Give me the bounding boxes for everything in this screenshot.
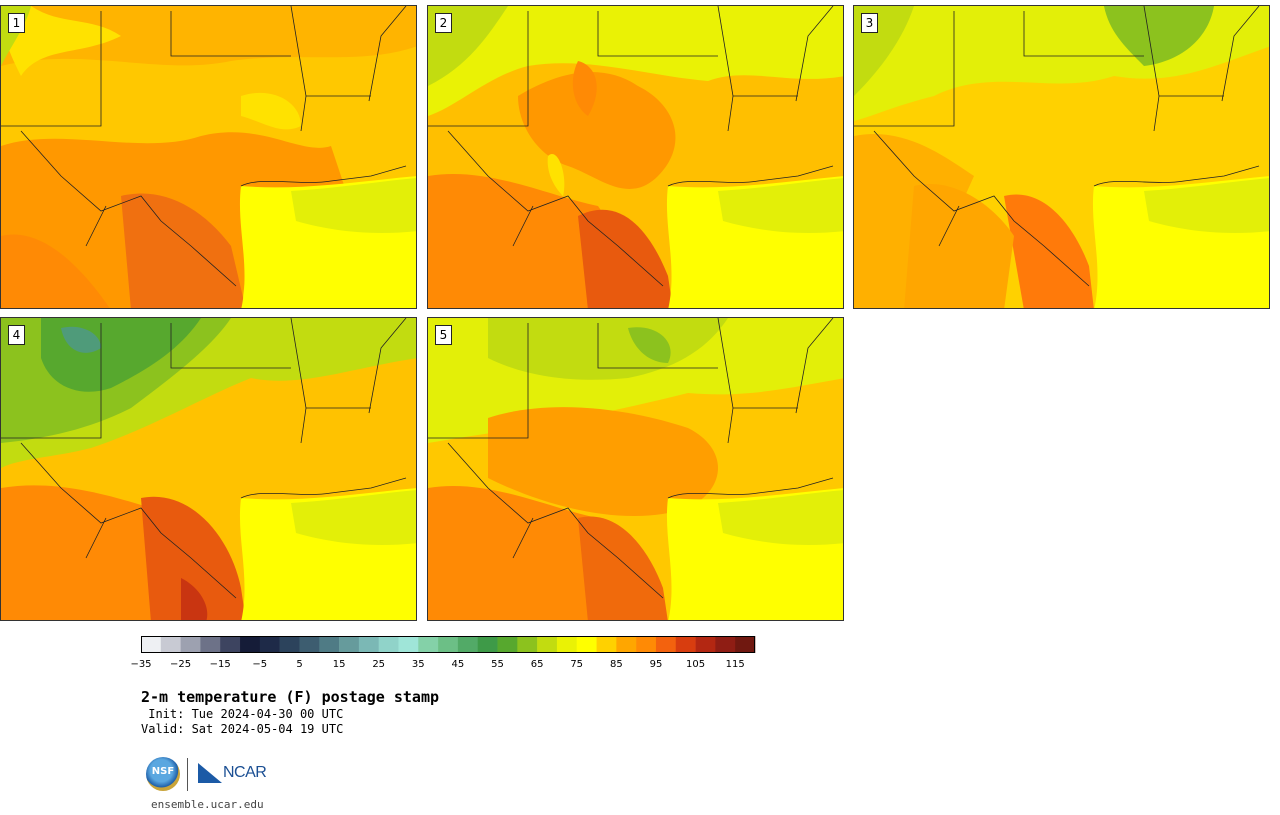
temperature-map — [428, 6, 843, 308]
colorbar-swatch — [715, 636, 736, 653]
colorbar-tick-label: 105 — [686, 659, 706, 670]
colorbar-tick-label: 35 — [411, 659, 425, 670]
colorbar-swatch — [339, 636, 360, 653]
colorbar-swatch — [477, 636, 498, 653]
colorbar-swatch — [497, 636, 518, 653]
temperature-colorbar — [141, 636, 756, 653]
colorbar-swatch — [279, 636, 300, 653]
member-panel-4: 4 — [0, 317, 417, 621]
site-url: ensemble.ucar.edu — [151, 798, 264, 811]
nsf-logo-text: NSF — [151, 766, 175, 777]
colorbar-swatch — [141, 636, 162, 653]
ncar-mark-icon — [198, 763, 222, 783]
colorbar-tick-label: 15 — [332, 659, 346, 670]
colorbar-swatch — [299, 636, 320, 653]
colorbar-swatch — [319, 636, 340, 653]
temperature-map — [854, 6, 1269, 308]
colorbar-tick-label: 45 — [451, 659, 465, 670]
temperature-map — [1, 6, 416, 308]
colorbar-swatch — [655, 636, 677, 653]
colorbar-tick-label: 25 — [372, 659, 386, 670]
member-label: 1 — [8, 13, 25, 33]
colorbar-tick-label: 75 — [570, 659, 584, 670]
colorbar-swatch — [438, 636, 459, 653]
colorbar-swatch — [537, 636, 558, 653]
colorbar-swatch — [180, 636, 201, 653]
colorbar-swatch — [576, 636, 597, 653]
colorbar-tick-label: −15 — [209, 659, 231, 670]
member-panel-3: 3 — [853, 5, 1270, 309]
figure-title: 2-m temperature (F) postage stamp — [141, 688, 440, 706]
init-time: Init: Tue 2024-04-30 00 UTC — [141, 707, 344, 721]
member-label: 4 — [8, 325, 25, 345]
colorbar-tick-label: 115 — [725, 659, 745, 670]
logo-divider — [187, 758, 188, 791]
colorbar-tick-label: 65 — [530, 659, 544, 670]
valid-time: Valid: Sat 2024-05-04 19 UTC — [141, 722, 344, 736]
ncar-logo: NCAR — [198, 762, 274, 786]
colorbar-swatch — [556, 636, 578, 653]
colorbar-swatch — [596, 636, 617, 653]
colorbar-swatch — [240, 636, 261, 653]
colorbar-swatch — [200, 636, 221, 653]
temperature-map — [428, 318, 843, 620]
colorbar-tick-label: 55 — [491, 659, 504, 670]
colorbar-swatch — [636, 636, 657, 653]
member-label: 2 — [435, 13, 452, 33]
member-panel-5: 5 — [427, 317, 844, 621]
colorbar-swatch — [160, 636, 181, 653]
colorbar-tick-label: −35 — [130, 659, 152, 670]
temperature-map — [1, 318, 416, 620]
colorbar-swatch — [675, 636, 696, 653]
colorbar-swatch — [517, 636, 538, 653]
colorbar-border — [141, 636, 755, 653]
colorbar-swatch — [735, 636, 756, 653]
member-panel-1: 1 — [0, 5, 417, 309]
colorbar-swatch — [398, 636, 419, 653]
colorbar-swatch — [220, 636, 241, 653]
colorbar-tick-label: −25 — [170, 659, 192, 670]
colorbar-swatch — [616, 636, 637, 653]
colorbar-tick-label: 5 — [296, 659, 303, 670]
ncar-logo-text: NCAR — [223, 764, 267, 781]
member-panel-2: 2 — [427, 5, 844, 309]
colorbar-tick-label: 95 — [649, 659, 663, 670]
colorbar-swatch — [358, 636, 379, 653]
colorbar-swatch — [695, 636, 716, 653]
colorbar-swatch — [457, 636, 479, 653]
colorbar-tick-label: 85 — [610, 659, 623, 670]
member-label: 3 — [861, 13, 878, 33]
colorbar-swatch — [259, 636, 280, 653]
nsf-logo: NSF — [146, 757, 180, 791]
colorbar-swatch — [378, 636, 399, 653]
colorbar-tick-label: −5 — [252, 659, 268, 670]
member-label: 5 — [435, 325, 452, 345]
colorbar-swatch — [418, 636, 439, 653]
